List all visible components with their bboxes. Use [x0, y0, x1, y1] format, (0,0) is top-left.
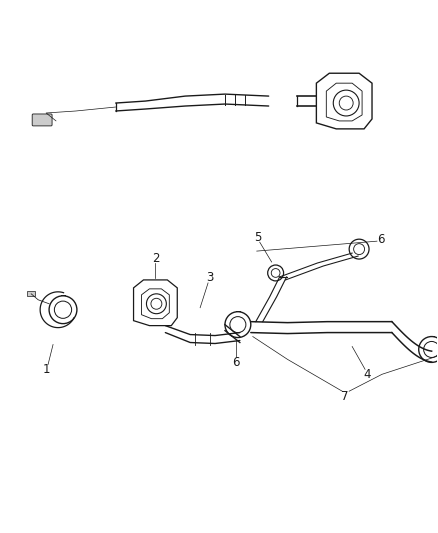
Text: 4: 4: [363, 368, 371, 381]
Text: 5: 5: [254, 231, 261, 244]
Bar: [27, 291, 35, 296]
FancyBboxPatch shape: [32, 114, 52, 126]
Text: 1: 1: [42, 363, 50, 376]
Text: 6: 6: [232, 356, 240, 369]
Text: 2: 2: [152, 252, 159, 264]
Text: 6: 6: [377, 233, 385, 246]
Text: 7: 7: [342, 390, 349, 402]
Text: 3: 3: [206, 271, 214, 285]
